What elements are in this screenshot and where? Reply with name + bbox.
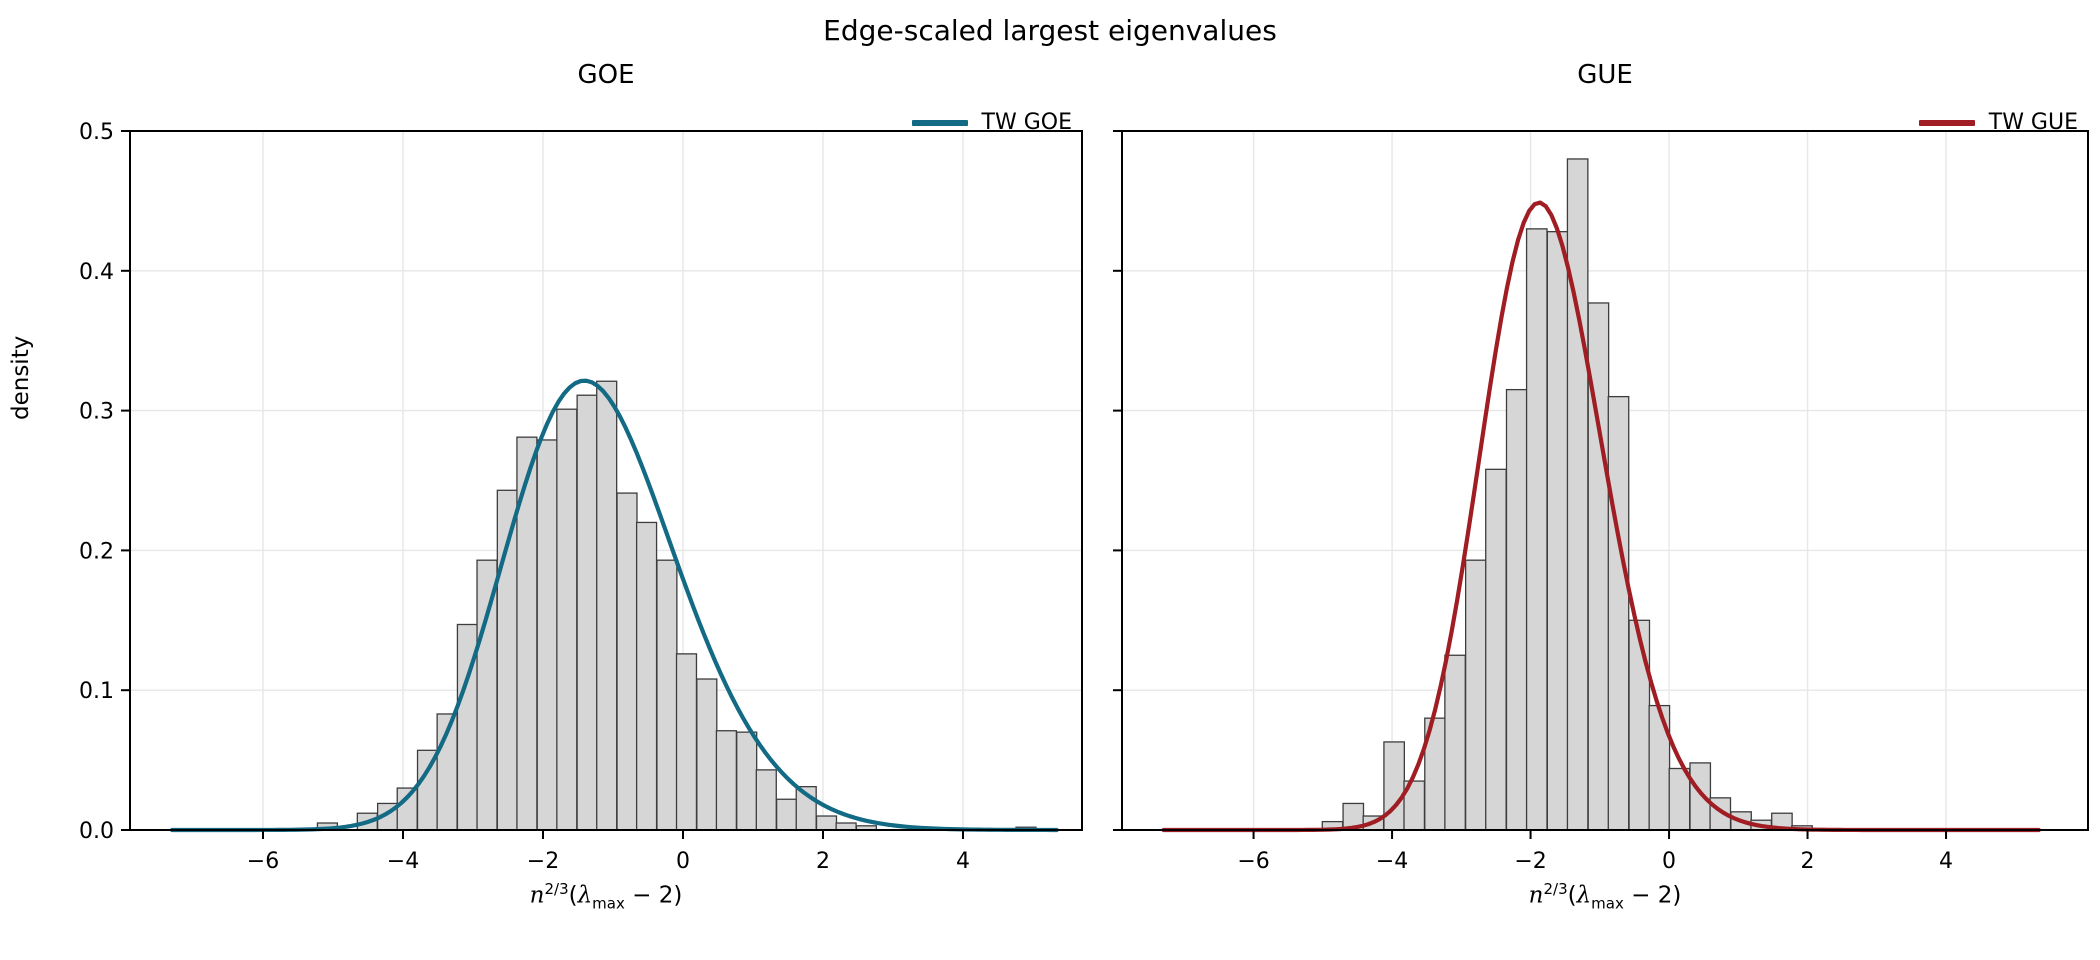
legend-gue: TW GUE bbox=[1858, 110, 2078, 135]
y-axis-label: density bbox=[8, 335, 34, 420]
xlabel-paren: ( bbox=[1567, 882, 1577, 909]
y-tick-label: 0.3 bbox=[79, 400, 114, 425]
histogram-bar bbox=[1444, 654, 1466, 831]
histogram-bar bbox=[635, 521, 658, 831]
y-tick-label: 0.0 bbox=[79, 819, 114, 844]
histogram-bar bbox=[576, 394, 598, 831]
x-tick-label: 2 bbox=[1801, 849, 1815, 874]
histogram-bar bbox=[596, 380, 618, 831]
x-tick-label: 2 bbox=[816, 849, 830, 874]
histogram-bar bbox=[1525, 228, 1548, 831]
xlabel-close: − 2) bbox=[624, 882, 683, 909]
histogram-bar bbox=[1628, 619, 1651, 831]
histogram-bar bbox=[556, 408, 578, 831]
legend-label-goe: TW GOE bbox=[981, 110, 1072, 135]
xlabel-paren: ( bbox=[568, 882, 578, 909]
x-axis-label-goe: n2/3(λmax − 2) bbox=[130, 880, 1082, 912]
xlabel-lambda: λ bbox=[1576, 882, 1592, 909]
xlabel-lambda: λ bbox=[577, 882, 593, 909]
histogram-bar bbox=[696, 678, 718, 831]
legend-line-swatch-goe bbox=[911, 119, 968, 126]
subplot-title-gue: GUE bbox=[1577, 60, 1633, 90]
subplot-title-goe: GOE bbox=[577, 60, 635, 90]
y-tick-label: 0.1 bbox=[79, 679, 114, 704]
xlabel-variable: n bbox=[529, 882, 545, 909]
xlabel-variable: n bbox=[1528, 882, 1544, 909]
xlabel-subscript: max bbox=[592, 894, 625, 913]
histogram-bar bbox=[755, 769, 777, 831]
x-tick-label: −4 bbox=[1376, 849, 1408, 874]
xlabel-exponent: 2/3 bbox=[544, 880, 569, 898]
y-tick-label: 0.5 bbox=[79, 120, 114, 145]
xlabel-subscript: max bbox=[1591, 894, 1624, 913]
x-axis-label-gue: n2/3(λmax − 2) bbox=[1122, 880, 2088, 912]
histogram-bar bbox=[775, 798, 798, 831]
xlabel-close: − 2) bbox=[1623, 882, 1682, 909]
histogram-bar bbox=[616, 492, 638, 831]
y-tick-label: 0.2 bbox=[79, 539, 114, 564]
histogram-bar bbox=[476, 559, 498, 831]
x-tick-label: −6 bbox=[1237, 849, 1269, 874]
x-tick-label: −2 bbox=[1514, 849, 1546, 874]
histogram-bar bbox=[835, 822, 857, 831]
histogram-bar bbox=[815, 815, 838, 831]
histogram-bar bbox=[656, 559, 678, 831]
histogram-bar bbox=[1464, 559, 1487, 831]
axes-spines bbox=[129, 130, 1083, 831]
figure-suptitle: Edge-scaled largest eigenvalues bbox=[823, 14, 1277, 47]
histogram-bar bbox=[1546, 231, 1569, 831]
x-tick-label: 4 bbox=[1939, 849, 1953, 874]
histogram-bar bbox=[536, 439, 558, 831]
histogram-bar bbox=[736, 731, 758, 831]
legend-goe: TW GOE bbox=[852, 110, 1072, 135]
histogram-bar bbox=[1607, 395, 1630, 831]
legend-line-swatch-gue bbox=[1918, 119, 1975, 126]
x-tick-label: −6 bbox=[247, 849, 279, 874]
axes-spines bbox=[1121, 130, 2089, 831]
x-tick-label: 0 bbox=[676, 849, 690, 874]
y-tick-label: 0.4 bbox=[79, 260, 114, 285]
histogram-bar bbox=[1383, 741, 1406, 831]
xlabel-exponent: 2/3 bbox=[1543, 880, 1568, 898]
x-tick-label: −4 bbox=[387, 849, 419, 874]
histogram-bar bbox=[1668, 767, 1691, 831]
x-tick-label: 0 bbox=[1662, 849, 1676, 874]
x-tick-label: −2 bbox=[527, 849, 559, 874]
histogram-bar bbox=[1566, 158, 1589, 831]
histogram-bar bbox=[1689, 762, 1712, 831]
histogram-bar bbox=[1505, 388, 1528, 831]
x-tick-label: 4 bbox=[956, 849, 970, 874]
histogram-bar bbox=[675, 653, 698, 831]
legend-label-gue: TW GUE bbox=[1988, 110, 2078, 135]
histogram-bar bbox=[1485, 468, 1507, 831]
histogram-bar bbox=[715, 730, 738, 831]
